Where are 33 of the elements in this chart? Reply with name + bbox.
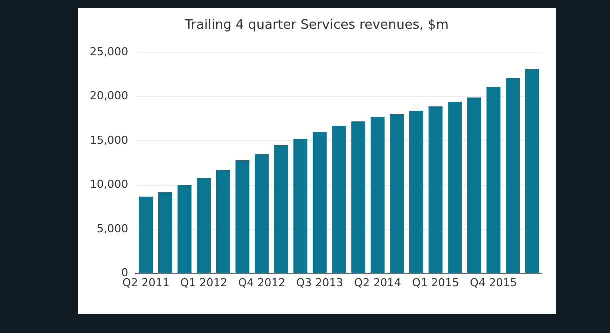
x-tick-label: Q4 2015 xyxy=(470,276,518,290)
bar xyxy=(178,185,192,274)
bar xyxy=(410,110,424,274)
bar xyxy=(197,178,212,274)
bar xyxy=(294,139,308,274)
x-tick-label: Q1 2015 xyxy=(412,276,460,290)
y-tick-label: 20,000 xyxy=(90,90,128,103)
bar xyxy=(506,78,520,274)
bar xyxy=(486,87,501,274)
y-tick-label: 10,000 xyxy=(90,178,128,192)
bar xyxy=(390,114,404,274)
bar xyxy=(332,126,346,274)
bar xyxy=(216,170,230,274)
bar xyxy=(467,98,482,274)
bar xyxy=(255,154,269,274)
bar xyxy=(352,122,366,274)
y-tick-label: 5,000 xyxy=(96,222,128,236)
bar xyxy=(312,132,327,274)
bar xyxy=(236,160,250,274)
bar xyxy=(370,117,385,274)
bar xyxy=(274,146,288,274)
x-tick-label: Q2 2014 xyxy=(354,276,402,290)
bar xyxy=(158,192,172,274)
bar xyxy=(448,102,462,274)
y-tick-label: 15,000 xyxy=(90,134,128,147)
bar xyxy=(428,106,443,274)
y-tick-label: 25,000 xyxy=(90,45,128,58)
bar xyxy=(525,69,540,274)
chart-title: Trailing 4 quarter Services revenues, $m xyxy=(184,18,450,33)
x-tick-label: Q4 2012 xyxy=(238,276,286,290)
x-tick-label: Q1 2012 xyxy=(180,276,228,290)
bar xyxy=(139,196,154,274)
x-tick-label: Q3 2013 xyxy=(296,276,344,290)
